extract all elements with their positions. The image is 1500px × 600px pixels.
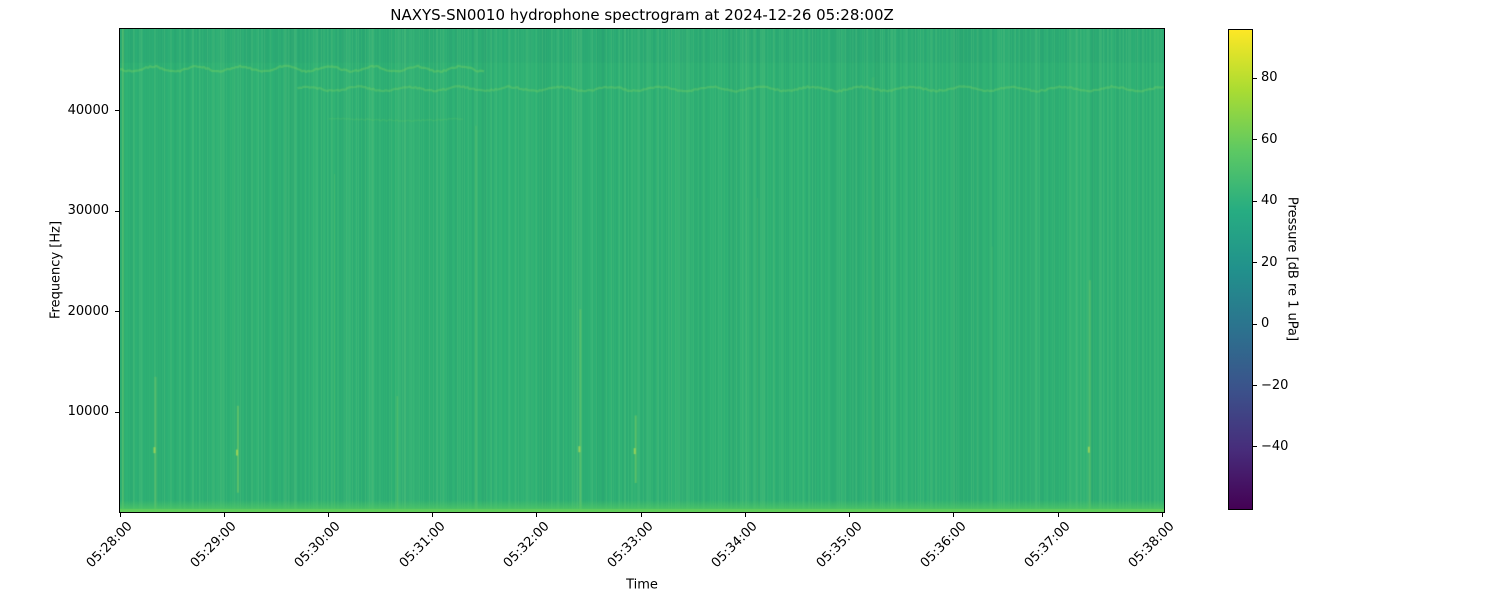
colorbar-tick-label: 40	[1261, 193, 1278, 209]
x-axis-tick	[536, 513, 538, 517]
colorbar-tick-label: 0	[1261, 316, 1270, 332]
x-tick-label: 05:36:00	[917, 519, 970, 571]
colorbar-label: Pressure [dB re 1 uPa]	[1284, 196, 1300, 342]
x-tick-label: 05:37:00	[1021, 519, 1074, 571]
y-axis-tick	[115, 110, 119, 111]
spectrogram-canvas	[120, 29, 1164, 512]
y-axis-tick	[115, 311, 119, 313]
y-tick-label: 30000	[67, 203, 109, 219]
x-axis-tick	[327, 513, 329, 517]
colorbar-label-wrap: Pressure [dB re 1 uPa]	[1285, 197, 1436, 341]
y-axis-tick	[115, 210, 119, 212]
x-tick-label: 05:35:00	[813, 519, 866, 571]
x-tick-label: 05:33:00	[604, 519, 657, 571]
chart-title: NAXYS-SN0010 hydrophone spectrogram at 2…	[390, 6, 894, 24]
colorbar-tick	[1253, 323, 1257, 325]
x-tick-label: 05:29:00	[187, 519, 240, 571]
y-tick-label: 10000	[67, 404, 109, 420]
colorbar	[1228, 29, 1253, 510]
x-axis-tick	[223, 513, 225, 517]
colorbar-tick	[1253, 446, 1257, 448]
x-axis-label: Time	[626, 577, 658, 593]
colorbar-tick	[1253, 385, 1257, 387]
x-axis-tick	[1161, 513, 1163, 517]
x-axis-tick	[1057, 513, 1059, 517]
y-axis-tick	[115, 411, 119, 413]
plot-area	[119, 28, 1165, 513]
colorbar-tick	[1253, 77, 1257, 79]
colorbar-tick-label: 20	[1261, 254, 1278, 270]
x-tick-label: 05:32:00	[500, 519, 553, 571]
x-tick-label: 05:30:00	[292, 519, 345, 571]
colorbar-tick-label: −40	[1261, 438, 1289, 454]
x-axis-tick	[953, 513, 955, 517]
x-tick-label: 05:38:00	[1125, 519, 1178, 571]
y-tick-label: 20000	[67, 303, 109, 319]
y-tick-label: 40000	[67, 102, 109, 118]
colorbar-tick	[1253, 139, 1257, 141]
colorbar-tick-label: 80	[1261, 70, 1278, 86]
x-tick-label: 05:31:00	[396, 519, 449, 571]
colorbar-tick-label: −20	[1261, 377, 1289, 393]
colorbar-tick	[1253, 200, 1257, 202]
colorbar-tick-label: 60	[1261, 131, 1278, 147]
x-axis-tick	[849, 513, 851, 517]
x-axis-tick	[640, 513, 642, 517]
x-tick-label: 05:28:00	[83, 519, 136, 571]
x-axis-tick	[119, 513, 121, 517]
x-tick-label: 05:34:00	[709, 519, 761, 571]
x-axis-tick	[432, 513, 434, 517]
x-axis-tick	[744, 513, 746, 517]
colorbar-gradient	[1229, 30, 1252, 509]
y-axis-label-wrap: Frequency [Hz]	[49, 221, 154, 319]
colorbar-tick	[1253, 262, 1257, 264]
